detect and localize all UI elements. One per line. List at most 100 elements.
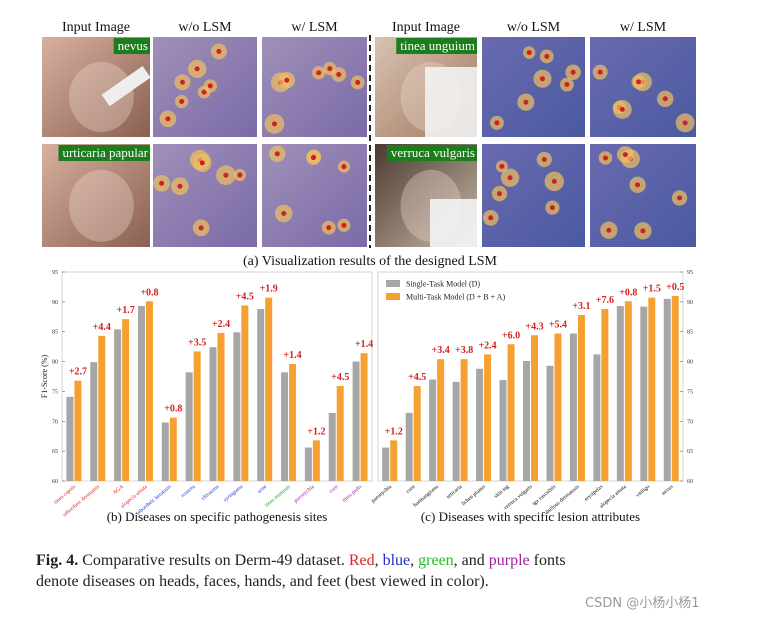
bar [663,298,671,481]
image [262,144,367,247]
bar [546,365,554,481]
bar [437,359,445,481]
bar [281,372,289,481]
x-tick-label: skin tag [493,484,510,500]
image-detail [69,62,134,132]
y-tick-label: 70 [52,419,58,425]
x-tick-label: syringoma [222,484,244,504]
heat-spot [165,116,171,122]
caption-text: Comparative results on Derm-49 dataset. [78,552,349,569]
heat-spot [499,163,505,169]
image-frame [42,144,150,247]
y-tick-label: 80 [52,360,58,366]
image-detail [430,199,477,247]
delta-label: +1.5 [643,284,661,295]
heat-spot [326,225,332,231]
delta-label: +0.8 [619,287,637,298]
legend-swatch [386,280,400,287]
image-label-bg [58,145,150,161]
heat-spot [216,48,222,54]
caption-text: , [410,552,419,569]
bar [352,361,360,481]
delta-label: +1.9 [260,284,278,295]
legend-label: Single-Task Model (D) [406,280,480,289]
heat-spot [507,175,513,181]
bar [233,332,241,481]
bar [312,440,320,481]
x-tick-label: haemangioma [412,484,440,509]
delta-label: +2.4 [212,319,230,330]
bar [145,301,153,481]
plot-frame [61,271,373,482]
bar [671,295,679,481]
x-tick-label: corn [328,484,340,495]
bar [217,332,225,481]
bar [507,344,515,481]
legend-swatch [386,293,400,300]
heat-spot [597,69,603,75]
heat-spot [274,151,280,157]
heat-spot [551,178,557,184]
heat-spot [496,191,502,197]
column-header: w/o LSM [178,20,232,35]
heat-spot [179,98,185,104]
y-tick-label: 80 [687,360,693,366]
chart-caption: (c) Diseases with specific lesion attrib… [421,509,640,524]
delta-label: +3.8 [455,345,473,356]
image-label-bg [396,38,477,54]
bar [265,297,273,481]
y-tick-label: 65 [52,449,58,455]
bar [304,447,312,481]
heat-spot [284,77,290,83]
x-tick-label: urticaria [446,484,464,501]
bar [114,329,122,481]
bar [169,417,177,481]
heat-spot [271,121,277,127]
image-label: urticaria papular [62,145,148,160]
heat-spot [194,66,200,72]
bar [452,381,460,481]
image-label: nevus [118,38,148,53]
plot-frame [377,271,684,482]
delta-label: +0.8 [140,287,158,298]
image [375,144,477,247]
delta-label: +4.4 [93,322,111,333]
image [590,144,696,247]
panel-caption: (a) Visualization results of the designe… [243,254,498,269]
heat-spot [159,180,165,186]
y-tick-label: 65 [687,449,693,455]
delta-label: +3.4 [432,345,450,356]
heat-spot [237,172,243,178]
x-tick-label: tinea manuum [264,483,292,508]
bar [390,440,398,481]
x-tick-label: nevus [661,484,675,497]
heat-spot [564,82,570,88]
y-tick-label: 60 [687,479,693,485]
x-tick-label: erysipelas [583,484,604,503]
heat-spot [526,50,532,56]
delta-label: +1.2 [385,426,403,437]
y-tick-label: 85 [52,330,58,336]
x-tick-label: chloasma [201,484,221,502]
heat-spot [199,160,205,166]
heat-spot [341,164,347,170]
bar [289,363,297,481]
bar [648,297,656,481]
delta-label: +1.4 [283,350,301,361]
heat-spot [541,157,547,163]
delta-label: +2.7 [69,367,87,378]
x-tick-label: lichen planus [461,484,487,507]
x-tick-label: rosacea [180,484,197,500]
bar [336,386,344,481]
bar [90,362,98,481]
bar [137,306,145,481]
y-axis-label: F1-Score (%) [40,355,49,399]
y-tick-label: 90 [687,300,693,306]
heat-spot [201,89,207,95]
heat-spot [341,222,347,228]
y-tick-label: 90 [52,300,58,306]
image [262,37,367,137]
y-tick-label: 85 [687,330,693,336]
x-tick-label: paronychia [293,484,316,505]
